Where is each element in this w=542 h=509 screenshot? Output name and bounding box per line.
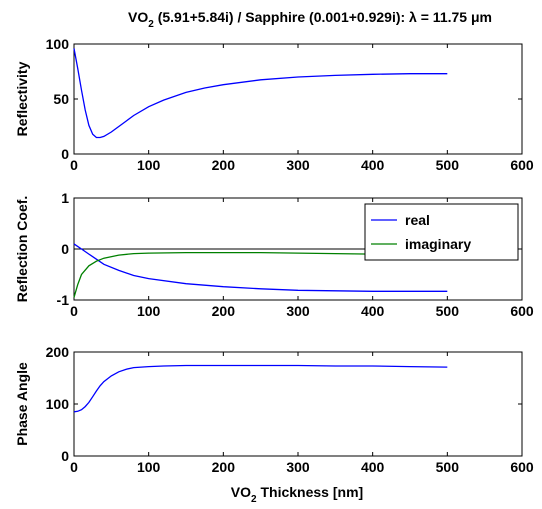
x-tick-label: 300	[286, 459, 310, 475]
y-tick-label: 50	[53, 91, 69, 107]
x-tick-label: 400	[361, 157, 385, 173]
x-tick-label: 600	[510, 459, 534, 475]
legend: real imaginary	[364, 203, 519, 261]
x-tick-label: 600	[510, 157, 534, 173]
x-tick-label: 200	[212, 459, 236, 475]
x-tick-label: 0	[70, 459, 78, 475]
legend-box	[364, 203, 519, 261]
x-tick-label: 0	[70, 303, 78, 319]
subplot-1: 0 100 200 300 400 500 600 0 50 100 Reflectivity	[14, 36, 534, 173]
x-tick-label: 400	[361, 459, 385, 475]
x-axis-label: VO2 Thickness [nm]	[231, 484, 363, 505]
x-tick-label: 500	[436, 303, 460, 319]
axes-box	[73, 43, 523, 155]
series-line-1	[73, 48, 448, 139]
figure-title: VO2 (5.91+5.84i) / Sapphire (0.001+0.929…	[128, 9, 492, 30]
x-tick-label: 400	[361, 303, 385, 319]
title-subscript: 2	[148, 19, 154, 30]
x-tick-label: 100	[137, 157, 161, 173]
x-tick-label: 100	[137, 459, 161, 475]
legend-label: real	[405, 212, 430, 228]
series-line-real	[73, 243, 448, 292]
xlabel-subscript: 2	[251, 494, 257, 505]
title-part1: VO	[128, 9, 148, 25]
x-tick-label: 0	[70, 157, 78, 173]
y-tick-label: 200	[46, 344, 70, 360]
y-tick-label: 0	[61, 241, 69, 257]
axes-box	[73, 351, 523, 457]
x-tick-label: 500	[436, 157, 460, 173]
xlabel-part1: VO	[231, 484, 251, 500]
y-tick-label: 100	[46, 36, 70, 52]
series-line-1	[73, 364, 448, 413]
x-tick-label: 600	[510, 303, 534, 319]
y-tick-label: -1	[57, 292, 70, 308]
y-tick-label: 0	[61, 146, 69, 162]
x-tick-label: 300	[286, 303, 310, 319]
subplot-3: 0 100 200 300 400 500 600 0 100 200 Phase Angle	[14, 344, 534, 475]
y-tick-label: 100	[46, 396, 70, 412]
y-axis-label: Reflection Coef.	[14, 196, 30, 303]
x-tick-label: 100	[137, 303, 161, 319]
y-tick-label: 1	[61, 190, 69, 206]
y-axis-label: Reflectivity	[14, 61, 30, 136]
x-tick-label: 500	[436, 459, 460, 475]
series-line-imaginary	[73, 251, 448, 298]
x-tick-label: 200	[212, 303, 236, 319]
y-tick-label: 0	[61, 448, 69, 464]
xlabel-part2: Thickness [nm]	[257, 484, 364, 500]
legend-label: imaginary	[405, 236, 471, 252]
title-part2: (5.91+5.84i) / Sapphire (0.001+0.929i): …	[154, 9, 492, 25]
x-tick-label: 200	[212, 157, 236, 173]
y-axis-label: Phase Angle	[14, 362, 30, 446]
x-tick-label: 300	[286, 157, 310, 173]
